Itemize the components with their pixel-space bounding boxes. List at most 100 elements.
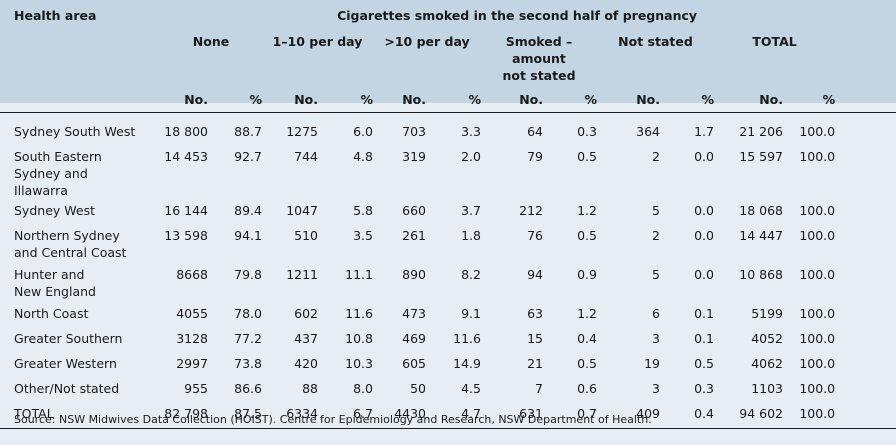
count-cell: 3 — [652, 331, 660, 346]
count-cell: 5 — [652, 203, 660, 218]
percent-cell: 0.0 — [694, 267, 714, 282]
percent-cell: 3.5 — [353, 228, 373, 243]
percent-cell: 73.8 — [234, 356, 262, 371]
percent-cell: 1.7 — [694, 124, 714, 139]
percent-cell: 0.3 — [577, 124, 597, 139]
health-area-label: Northern Sydney — [14, 228, 120, 243]
percent-cell: 0.4 — [577, 331, 597, 346]
percent-cell: 0.6 — [577, 381, 597, 396]
category-header-amount-not-stated: Smoked – amount not stated — [502, 34, 576, 83]
health-area-label: Illawarra — [14, 183, 68, 198]
percent-cell: 4.5 — [461, 381, 481, 396]
percent-cell: 100.0 — [799, 306, 836, 321]
category-header-over-10: >10 per day — [384, 34, 470, 49]
unit-header: % — [822, 92, 836, 107]
percent-cell: 6.0 — [353, 124, 373, 139]
count-cell: 88 — [302, 381, 318, 396]
count-cell: 76 — [527, 228, 543, 243]
count-cell: 890 — [402, 267, 426, 282]
health-area-cell: Greater Western — [0, 355, 160, 380]
percent-cell: 86.6 — [234, 381, 262, 396]
percent-cell: 0.5 — [577, 149, 597, 164]
health-area-cell: Sydney West — [0, 202, 160, 227]
count-cell: 15 597 — [739, 149, 783, 164]
health-area-label: Greater Western — [14, 356, 117, 371]
health-area-label: New England — [14, 284, 96, 299]
count-cell: 13 598 — [164, 228, 208, 243]
count-cell: 94 — [527, 267, 543, 282]
percent-cell: 0.4 — [694, 406, 714, 421]
unit-header: No. — [184, 92, 208, 107]
count-cell: 63 — [527, 306, 543, 321]
count-cell: 4430 — [394, 406, 426, 421]
count-cell: 15 — [527, 331, 543, 346]
header-row-group: Health area Cigarettes smoked in the sec… — [0, 0, 896, 33]
count-cell: 4052 — [751, 331, 783, 346]
category-header-1-10: 1–10 per day — [272, 34, 363, 49]
unit-header: No. — [636, 92, 660, 107]
percent-cell: 11.6 — [453, 331, 481, 346]
percent-cell: 87.5 — [234, 406, 262, 421]
count-cell: 631 — [519, 406, 543, 421]
count-cell: 605 — [402, 356, 426, 371]
health-area-cell: Hunter and New England — [0, 266, 160, 305]
count-cell: 21 206 — [739, 124, 783, 139]
percent-cell: 1.8 — [461, 228, 481, 243]
count-cell: 602 — [294, 306, 318, 321]
percent-cell: 0.0 — [694, 149, 714, 164]
unit-header: No. — [402, 92, 426, 107]
table-row: Greater Western 2997 73.8 420 10.3 605 14.9 21 0… — [0, 355, 896, 380]
count-cell: 50 — [410, 381, 426, 396]
table-row: South Eastern Sydney and Illawarra 14 453 92… — [0, 148, 896, 202]
count-cell: 1103 — [751, 381, 783, 396]
count-cell: 7 — [535, 381, 543, 396]
percent-cell: 1.2 — [577, 203, 597, 218]
count-cell: 18 068 — [739, 203, 783, 218]
percent-cell: 100.0 — [799, 267, 836, 282]
category-header-total: TOTAL — [752, 34, 797, 49]
count-cell: 3128 — [176, 331, 208, 346]
percent-cell: 0.0 — [694, 228, 714, 243]
health-area-cell: North Coast — [0, 305, 160, 330]
count-cell: 409 — [636, 406, 660, 421]
percent-cell: 4.8 — [353, 149, 373, 164]
count-cell: 2997 — [176, 356, 208, 371]
percent-cell: 0.5 — [694, 356, 714, 371]
unit-header: % — [249, 92, 262, 107]
percent-cell: 1.2 — [577, 306, 597, 321]
table-body: Sydney South West 18 800 88.7 1275 6.0 703 3.3… — [0, 112, 896, 429]
count-cell: 437 — [294, 331, 318, 346]
health-area-label: Greater Southern — [14, 331, 123, 346]
table-header-band — [0, 0, 896, 103]
count-cell: 660 — [402, 203, 426, 218]
health-area-cell: TOTAL — [0, 405, 160, 429]
count-cell: 420 — [294, 356, 318, 371]
percent-cell: 0.7 — [577, 406, 597, 421]
unit-header: % — [360, 92, 373, 107]
percent-cell: 9.1 — [461, 306, 481, 321]
count-cell: 14 453 — [164, 149, 208, 164]
percent-cell: 0.1 — [694, 331, 714, 346]
count-cell: 5199 — [751, 306, 783, 321]
health-area-label: Other/Not stated — [14, 381, 120, 396]
count-cell: 6 — [652, 306, 660, 321]
percent-cell: 100.0 — [799, 331, 836, 346]
percent-cell: 79.8 — [234, 267, 262, 282]
area-column-header: Health area — [14, 8, 97, 23]
count-cell: 16 144 — [164, 203, 208, 218]
percent-cell: 4.7 — [461, 406, 481, 421]
percent-cell: 2.0 — [461, 149, 481, 164]
count-cell: 6334 — [286, 406, 318, 421]
health-area-label: Sydney South West — [14, 124, 136, 139]
health-area-label: North Coast — [14, 306, 89, 321]
count-cell: 10 868 — [739, 267, 783, 282]
percent-cell: 100.0 — [799, 203, 836, 218]
percent-cell: 0.1 — [694, 306, 714, 321]
percent-cell: 78.0 — [234, 306, 262, 321]
count-cell: 94 602 — [739, 406, 783, 421]
count-cell: 212 — [519, 203, 543, 218]
unit-header: No. — [294, 92, 318, 107]
count-cell: 2 — [652, 149, 660, 164]
health-area-cell: Sydney South West — [0, 123, 160, 148]
health-area-label: Sydney and — [14, 166, 88, 181]
